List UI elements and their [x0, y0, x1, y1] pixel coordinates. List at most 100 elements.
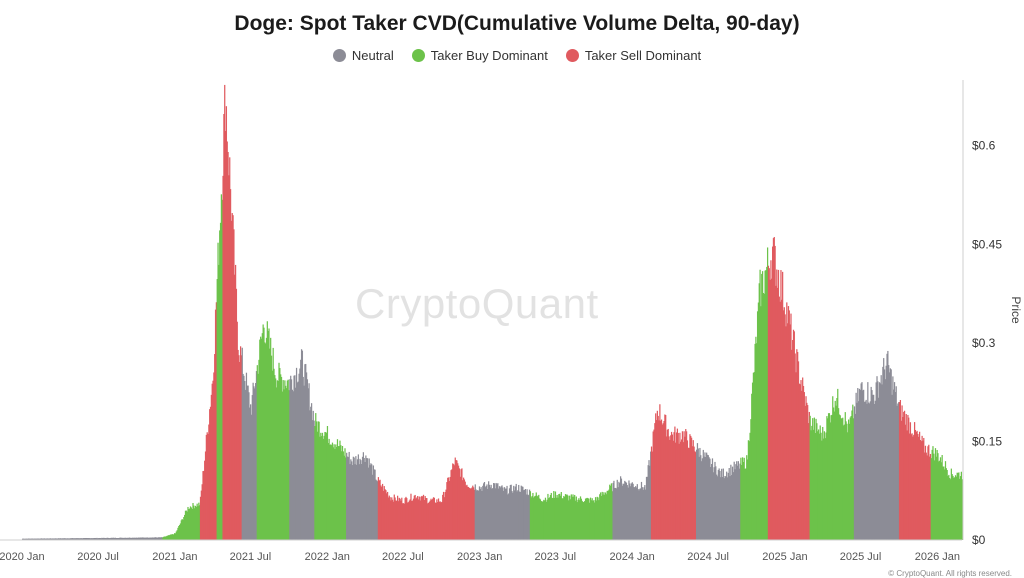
price-bar: [545, 501, 547, 540]
price-bar: [353, 457, 355, 540]
price-bar: [39, 538, 41, 540]
price-bar: [846, 423, 848, 540]
price-bar: [268, 328, 270, 540]
price-bar: [709, 458, 711, 540]
x-tick-label: 2021 Jan: [152, 551, 197, 563]
price-bar: [606, 490, 608, 540]
price-bar: [38, 538, 40, 540]
price-bar: [285, 385, 287, 540]
price-bar: [827, 413, 830, 540]
price-bar: [832, 396, 834, 540]
price-bar: [99, 538, 101, 540]
price-bar: [339, 440, 341, 540]
price-bar: [505, 488, 507, 540]
price-bar: [333, 444, 335, 540]
price-bar: [214, 309, 217, 540]
price-bar: [553, 491, 555, 540]
price-bar: [835, 405, 837, 540]
price-bar: [162, 537, 164, 540]
price-bar: [155, 537, 157, 540]
price-bar: [574, 500, 577, 540]
price-bar: [834, 400, 836, 540]
price-bar: [897, 403, 899, 540]
price-bar: [206, 432, 208, 540]
price-bar: [614, 488, 616, 540]
price-bar: [219, 222, 222, 541]
price-bar: [812, 429, 815, 540]
price-bar: [173, 534, 175, 540]
price-bar: [621, 485, 623, 540]
price-bar: [744, 468, 746, 540]
legend-item-buy[interactable]: Taker Buy Dominant: [411, 48, 548, 63]
price-bar: [63, 538, 65, 540]
price-bar: [937, 453, 939, 540]
price-bar: [390, 500, 392, 540]
price-bar: [629, 483, 631, 540]
price-bar: [669, 439, 671, 540]
price-bar: [384, 489, 386, 540]
price-bar: [195, 506, 197, 540]
price-bar: [349, 464, 351, 540]
price-bar: [473, 489, 476, 540]
price-bar: [437, 498, 440, 540]
price-bar: [248, 392, 250, 540]
price-bar: [707, 455, 709, 540]
price-bar: [459, 476, 461, 540]
price-bar: [776, 269, 778, 540]
price-bar: [256, 365, 258, 540]
price-bar: [715, 466, 717, 540]
price-bar: [383, 486, 385, 540]
price-bar: [538, 494, 540, 540]
price-bar: [573, 496, 575, 540]
x-tick-label: 2022 Jan: [305, 551, 350, 563]
price-bar: [695, 449, 698, 540]
price-bar: [926, 455, 928, 540]
price-bar: [24, 538, 26, 540]
price-bar: [711, 458, 714, 540]
price-bar: [641, 487, 643, 540]
price-bar: [687, 447, 689, 540]
legend-item-sell[interactable]: Taker Sell Dominant: [565, 48, 701, 63]
price-bar: [72, 538, 75, 540]
price-bar: [110, 537, 112, 540]
price-bar: [739, 463, 741, 540]
price-bar: [47, 538, 50, 540]
price-bar: [245, 372, 248, 540]
price-bar: [425, 498, 427, 540]
price-bar: [630, 483, 633, 540]
price-bar: [46, 538, 48, 540]
price-bar: [726, 471, 728, 540]
price-bar: [27, 538, 30, 540]
price-bar: [499, 487, 501, 540]
price-bar: [951, 474, 953, 540]
price-bar: [483, 481, 486, 540]
price-bar: [247, 385, 249, 540]
price-bar: [340, 445, 342, 540]
legend-item-neutral[interactable]: Neutral: [332, 48, 394, 63]
price-bar: [329, 444, 331, 540]
price-bar: [369, 465, 371, 540]
price-bar: [386, 493, 388, 540]
price-bar: [169, 534, 172, 540]
price-bar: [706, 452, 708, 540]
price-bar: [244, 389, 247, 540]
price-bar: [551, 497, 553, 540]
price-bar: [763, 293, 765, 540]
price-bar: [887, 350, 889, 540]
price-bar: [49, 538, 51, 540]
price-bar: [622, 483, 624, 540]
price-bar: [498, 488, 500, 540]
price-bar: [947, 476, 949, 540]
price-bar: [844, 412, 846, 540]
price-bar: [493, 483, 495, 540]
price-bar: [528, 495, 530, 540]
price-bar: [208, 424, 210, 540]
price-bar: [944, 461, 947, 540]
price-bar: [326, 426, 329, 540]
price-bar: [515, 483, 517, 540]
price-bar: [896, 405, 898, 540]
price-bar: [396, 500, 398, 540]
price-bar: [855, 392, 857, 540]
price-bar: [259, 339, 261, 540]
